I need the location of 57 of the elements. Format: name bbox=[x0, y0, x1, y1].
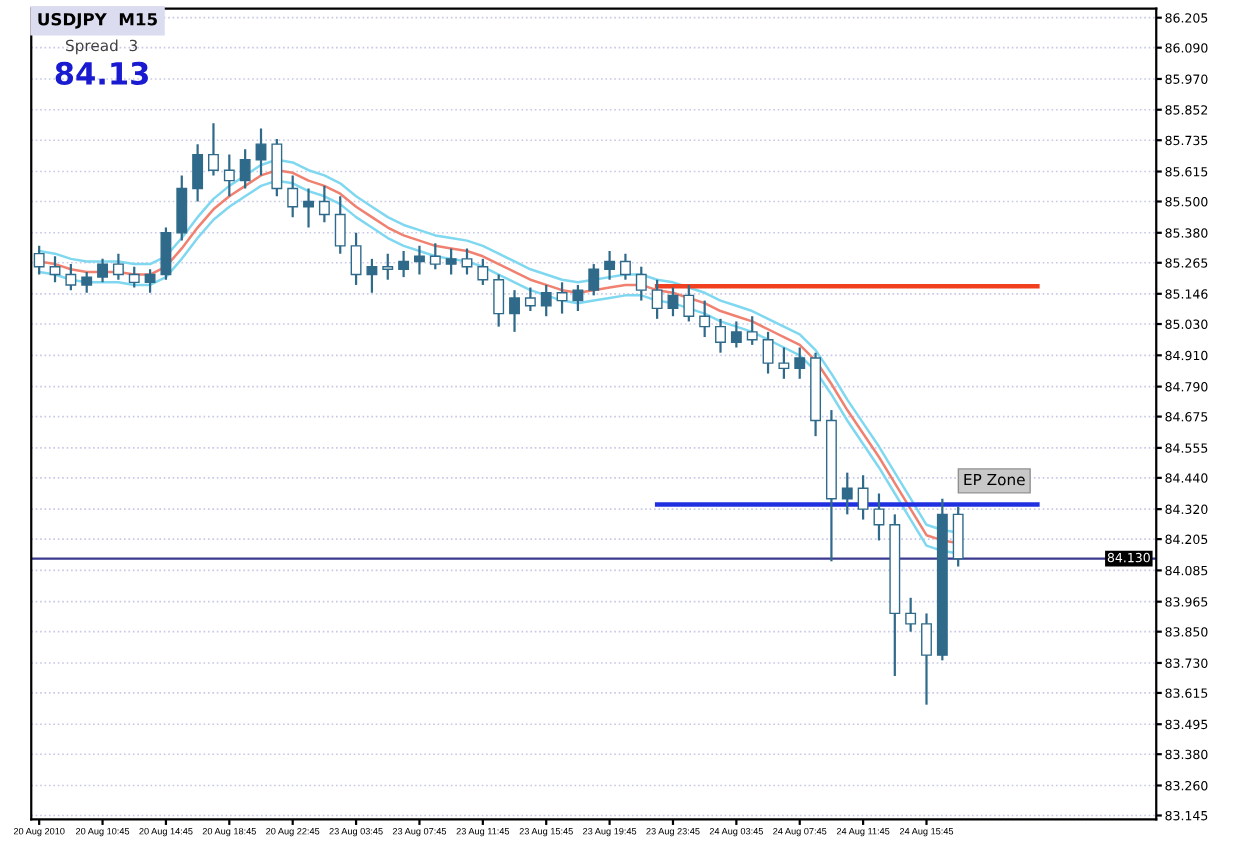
candlestick bbox=[112, 252, 124, 281]
candlestick bbox=[461, 247, 473, 276]
candlestick bbox=[524, 286, 536, 313]
candlestick bbox=[477, 257, 489, 287]
candlestick bbox=[160, 226, 172, 281]
candlestick bbox=[588, 262, 600, 297]
candlestick bbox=[683, 283, 695, 323]
candlestick bbox=[841, 471, 853, 516]
candlestick bbox=[730, 320, 742, 349]
candlestick bbox=[873, 492, 885, 542]
candlestick bbox=[857, 474, 869, 521]
candlestick bbox=[128, 265, 140, 289]
candlestick bbox=[398, 249, 410, 279]
candlestick bbox=[81, 270, 93, 294]
candlestick bbox=[334, 195, 346, 255]
candlestick bbox=[239, 148, 251, 190]
candlestick bbox=[144, 268, 156, 294]
candlestick bbox=[414, 244, 425, 276]
candlestick bbox=[762, 330, 774, 375]
candlestick bbox=[540, 283, 552, 318]
chart-title: USDJPY M15 bbox=[38, 12, 157, 29]
candlestick bbox=[778, 346, 790, 380]
candlestick bbox=[905, 596, 917, 633]
annotation: 84.13 bbox=[55, 61, 148, 85]
candlestick bbox=[49, 255, 61, 284]
candlestick bbox=[746, 315, 758, 347]
candlestick bbox=[794, 346, 806, 380]
candlestick bbox=[509, 289, 520, 333]
candlestick bbox=[619, 252, 631, 281]
candlestick bbox=[382, 252, 394, 281]
candlestick bbox=[223, 153, 235, 198]
candlestick bbox=[952, 505, 964, 568]
candlestick bbox=[429, 242, 441, 271]
candlestick bbox=[33, 244, 45, 276]
candlestick bbox=[97, 257, 109, 284]
candlestick bbox=[192, 143, 204, 203]
candlestick bbox=[445, 247, 457, 276]
candlestick bbox=[635, 265, 647, 302]
candlestick bbox=[303, 187, 314, 229]
candlestick bbox=[651, 278, 663, 320]
candlestick bbox=[287, 174, 299, 219]
candlestick bbox=[556, 281, 568, 315]
candlestick bbox=[715, 317, 726, 354]
candlestick bbox=[65, 262, 77, 292]
candlestick bbox=[255, 127, 267, 177]
candlestick bbox=[271, 137, 283, 198]
candlestick bbox=[699, 299, 711, 339]
candlestick bbox=[921, 612, 932, 706]
candlestick bbox=[572, 283, 584, 313]
candlestick bbox=[350, 231, 362, 287]
candlestick bbox=[667, 286, 679, 318]
candlestick bbox=[208, 122, 219, 177]
candlestick bbox=[493, 273, 505, 328]
candlestick bbox=[318, 184, 330, 224]
candlestick bbox=[604, 249, 616, 281]
candlestick bbox=[176, 174, 188, 242]
candlestick bbox=[366, 257, 378, 294]
